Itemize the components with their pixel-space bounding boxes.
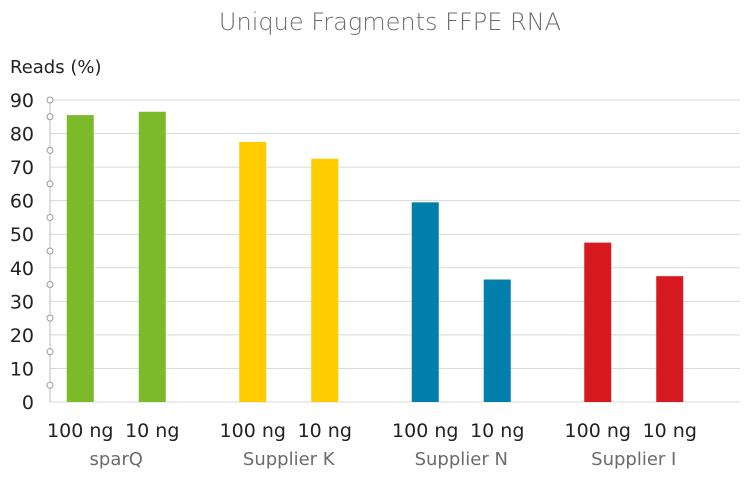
y-tick-label: 10 (10, 358, 34, 380)
bar (483, 279, 511, 402)
y-tick-label: 30 (10, 291, 34, 313)
axis-tick-marker (46, 146, 54, 154)
y-tick-label: 50 (10, 224, 34, 246)
x-tick-label: 10 ng (125, 420, 179, 442)
group-label: sparQ (90, 449, 143, 470)
bar (239, 141, 267, 402)
y-tick-label: 0 (22, 392, 34, 414)
x-tick-label: 10 ng (470, 420, 524, 442)
axis-tick-marker (46, 314, 54, 322)
group-label: Supplier K (243, 449, 336, 470)
y-axis-ticks: 0 10 20 30 40 50 60 70 80 90 (10, 90, 54, 414)
bar (411, 202, 439, 402)
y-tick-label: 20 (10, 325, 34, 347)
x-axis-labels: 100 ng 10 ng sparQ 100 ng 10 ng Supplier K 100… (47, 420, 697, 470)
bar (138, 111, 166, 402)
y-tick-label: 70 (10, 157, 34, 179)
x-tick-label: 10 ng (298, 420, 352, 442)
y-tick-label: 80 (10, 124, 34, 146)
bar (66, 115, 94, 402)
bar (584, 242, 612, 402)
chart-title: Unique Fragments FFPE RNA (219, 8, 561, 36)
axis-tick-marker (46, 381, 54, 389)
y-tick-label: 60 (10, 191, 34, 213)
axis-tick-marker (46, 213, 54, 221)
axis-tick-marker (46, 348, 54, 356)
bars (66, 111, 684, 402)
x-tick-label: 100 ng (392, 420, 458, 442)
y-axis-label: Reads (%) (10, 57, 101, 78)
axis-tick-marker (46, 247, 54, 255)
group-label: Supplier N (415, 449, 508, 470)
x-tick-label: 100 ng (220, 420, 286, 442)
axis-tick-marker (46, 96, 54, 104)
x-tick-label: 100 ng (565, 420, 631, 442)
y-tick-label: 90 (10, 90, 34, 112)
axis-tick-marker (46, 180, 54, 188)
axis-tick-marker (46, 281, 54, 289)
bar (656, 276, 684, 402)
axis-tick-marker (46, 113, 54, 121)
group-label: Supplier I (591, 449, 676, 470)
x-tick-label: 100 ng (47, 420, 113, 442)
x-tick-label: 10 ng (643, 420, 697, 442)
bar (311, 158, 339, 402)
y-tick-label: 40 (10, 258, 34, 280)
